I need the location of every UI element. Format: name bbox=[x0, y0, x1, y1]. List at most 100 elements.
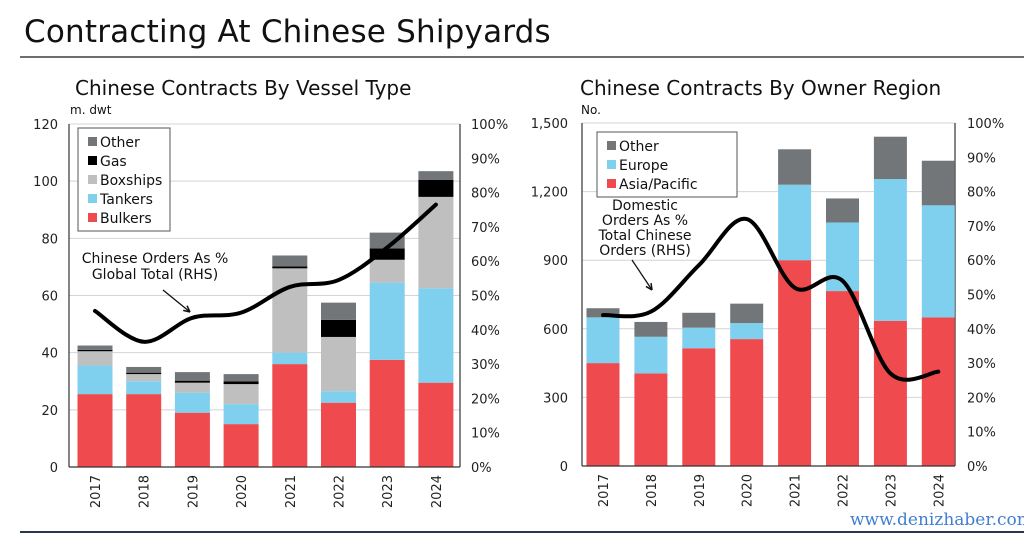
y2-tick-label: 60% bbox=[471, 255, 500, 270]
legend-swatch bbox=[88, 137, 97, 146]
y-tick-label: 0 bbox=[50, 461, 58, 476]
page-title: Contracting At Chinese Shipyards bbox=[24, 14, 551, 50]
bar-boxships-2023 bbox=[369, 259, 405, 283]
y2-tick-label: 0% bbox=[967, 460, 988, 475]
title-divider bbox=[20, 56, 1024, 58]
bar-tankers-2021 bbox=[272, 352, 308, 365]
legend-label: Other bbox=[100, 135, 140, 151]
y2-tick-label: 80% bbox=[471, 187, 500, 202]
bar-other-2022 bbox=[826, 198, 859, 223]
bar-europe-2020 bbox=[730, 323, 764, 340]
legend-swatch bbox=[88, 213, 97, 222]
bar-bulkers-2022 bbox=[321, 402, 356, 467]
bar-asia-pacific-2019 bbox=[682, 348, 716, 466]
x-tick-label: 2022 bbox=[837, 474, 852, 507]
bar-gas-2023 bbox=[369, 248, 405, 260]
bar-europe-2023 bbox=[873, 179, 907, 321]
bar-gas-2020 bbox=[223, 381, 259, 385]
bar-other-2020 bbox=[730, 303, 764, 324]
legend-box bbox=[596, 131, 738, 198]
bar-bulkers-2024 bbox=[418, 382, 454, 467]
legend-label: Tankers bbox=[99, 192, 153, 208]
x-tick-label: 2018 bbox=[138, 475, 153, 508]
bar-boxships-2024 bbox=[418, 196, 454, 289]
bar-gas-2024 bbox=[418, 179, 454, 197]
y2-tick-label: 100% bbox=[471, 118, 508, 133]
annotation-text: Total Chinese bbox=[597, 228, 691, 244]
bar-boxships-2021 bbox=[272, 268, 308, 353]
bar-gas-2017 bbox=[77, 349, 113, 352]
bar-tankers-2023 bbox=[369, 282, 405, 360]
y2-tick-label: 40% bbox=[967, 323, 996, 338]
y2-tick-label: 20% bbox=[967, 391, 996, 406]
legend-label: Bulkers bbox=[100, 211, 152, 227]
x-tick-label: 2019 bbox=[186, 475, 201, 508]
bar-other-2024 bbox=[921, 160, 955, 206]
bar-europe-2021 bbox=[778, 184, 812, 261]
bar-other-2020 bbox=[223, 374, 259, 382]
y2-tick-label: 90% bbox=[967, 151, 996, 166]
bar-gas-2021 bbox=[272, 266, 308, 269]
bar-boxships-2017 bbox=[77, 351, 113, 366]
legend-swatch bbox=[607, 179, 616, 188]
y2-tick-label: 50% bbox=[967, 289, 996, 304]
x-tick-label: 2018 bbox=[645, 474, 660, 507]
bar-boxships-2020 bbox=[223, 384, 259, 405]
y-axis-unit: No. bbox=[581, 103, 601, 117]
y2-tick-label: 20% bbox=[471, 392, 500, 407]
bar-tankers-2020 bbox=[223, 404, 259, 425]
footer-divider bbox=[20, 531, 1024, 533]
legend-label: Other bbox=[619, 139, 659, 155]
annotation-text: Orders (RHS) bbox=[599, 243, 691, 259]
bar-europe-2024 bbox=[921, 205, 955, 318]
x-tick-label: 2021 bbox=[789, 474, 804, 507]
bar-europe-2019 bbox=[682, 327, 716, 349]
y-tick-label: 120 bbox=[33, 118, 58, 133]
x-tick-label: 2022 bbox=[333, 475, 348, 508]
bar-other-2018 bbox=[634, 321, 668, 337]
x-tick-label: 2024 bbox=[430, 475, 445, 508]
bar-other-2021 bbox=[272, 255, 308, 267]
bar-gas-2022 bbox=[321, 319, 356, 337]
y-tick-label: 100 bbox=[33, 175, 58, 190]
bar-asia-pacific-2021 bbox=[778, 260, 812, 466]
chart-title: Chinese Contracts By Owner Region bbox=[580, 76, 941, 100]
legend-label: Gas bbox=[100, 154, 127, 170]
bar-other-2023 bbox=[873, 136, 907, 180]
x-tick-label: 2017 bbox=[89, 475, 104, 508]
legend-label: Boxships bbox=[100, 173, 162, 189]
bar-tankers-2018 bbox=[126, 381, 162, 395]
legend-swatch bbox=[607, 141, 616, 150]
y-axis-unit: m. dwt bbox=[70, 103, 112, 117]
bar-tankers-2022 bbox=[321, 391, 356, 403]
bar-europe-2018 bbox=[634, 336, 668, 374]
y-tick-label: 60 bbox=[41, 290, 58, 305]
y2-tick-label: 100% bbox=[967, 117, 1004, 132]
y-tick-label: 1,500 bbox=[531, 117, 568, 132]
x-tick-label: 2020 bbox=[235, 475, 250, 508]
bar-other-2017 bbox=[77, 345, 113, 350]
y2-tick-label: 10% bbox=[471, 427, 500, 442]
watermark: www.denizhaber.com bbox=[850, 510, 1024, 530]
bar-bulkers-2021 bbox=[272, 364, 308, 467]
y2-tick-label: 70% bbox=[471, 221, 500, 236]
y-tick-label: 40 bbox=[41, 347, 58, 362]
y-tick-label: 80 bbox=[41, 232, 58, 247]
bar-other-2023 bbox=[369, 232, 405, 249]
annotation-text: Orders As % bbox=[602, 213, 688, 229]
bar-other-2019 bbox=[174, 372, 210, 381]
y2-tick-label: 70% bbox=[967, 220, 996, 235]
bar-tankers-2017 bbox=[77, 365, 113, 395]
bar-bulkers-2019 bbox=[174, 412, 210, 467]
chart-title: Chinese Contracts By Vessel Type bbox=[75, 76, 411, 100]
rhs-share-line bbox=[601, 217, 941, 382]
bar-bulkers-2017 bbox=[77, 394, 113, 467]
y2-tick-label: 10% bbox=[967, 426, 996, 441]
x-tick-label: 2019 bbox=[693, 474, 708, 507]
y2-tick-label: 30% bbox=[967, 357, 996, 372]
bar-asia-pacific-2022 bbox=[826, 291, 859, 466]
bar-other-2022 bbox=[321, 302, 356, 320]
y2-tick-label: 60% bbox=[967, 254, 996, 269]
bar-other-2021 bbox=[778, 149, 812, 185]
